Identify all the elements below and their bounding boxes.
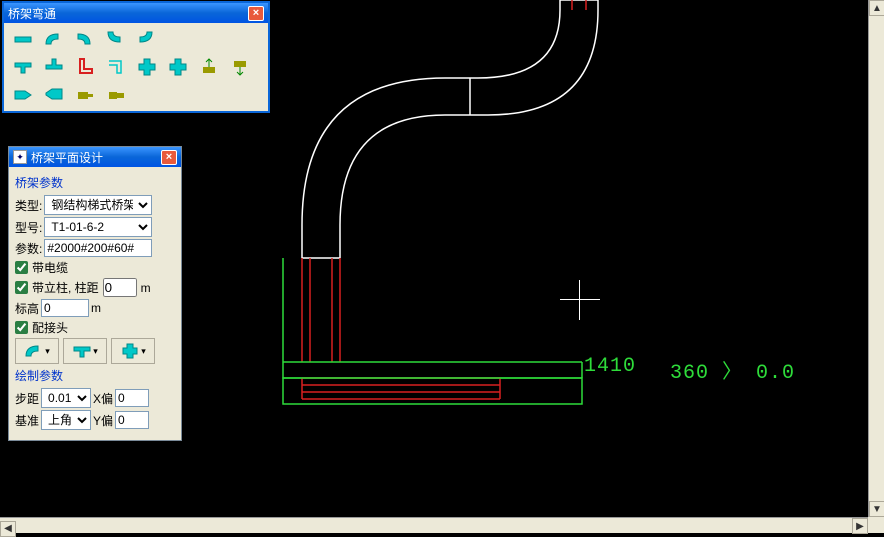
coord-2: 360 〉 0.0 [670,355,795,385]
tool-elbow2-icon[interactable] [71,27,99,51]
params-label: 参数: [15,240,42,257]
cross-dropdown-button[interactable]: ▾ [111,338,155,364]
elev-input[interactable] [41,299,89,317]
bend-toolbar-body [4,23,268,111]
close-button[interactable]: × [248,6,264,21]
coord-1: 1410 [584,355,636,378]
tool-elbow3-icon[interactable] [102,27,130,51]
tool-lshape2-icon[interactable] [102,55,130,79]
tee-dropdown-button[interactable]: ▾ [63,338,107,364]
design-panel-body: 桥架参数 类型: 钢结构梯式桥架 型号: T1-01-6-2 参数: 带电缆 带… [9,167,181,440]
cable-checkbox[interactable] [15,261,28,274]
model-select[interactable]: T1-01-6-2 [44,217,152,237]
scroll-right-icon[interactable]: ▶ [852,518,868,534]
tool-elbow4-icon[interactable] [133,27,161,51]
tool-reducer2-icon[interactable] [40,83,68,107]
tool-reducer1-icon[interactable] [9,83,37,107]
cable-label: 带电缆 [32,259,68,276]
bend-toolbar-window: 桥架弯通 × [2,1,270,113]
tool-tee1-icon[interactable] [9,55,37,79]
base-label: 基准 [15,412,39,429]
base-select[interactable]: 上角 [41,410,91,430]
type-label: 类型: [15,197,42,214]
group-params-label: 桥架参数 [15,174,175,191]
design-title: 桥架平面设计 [31,149,161,166]
joint-label: 配接头 [32,319,68,336]
scroll-left-icon[interactable]: ◀ [0,521,16,537]
horizontal-scrollbar[interactable]: ◀ ▶ [0,517,868,533]
xoff-input[interactable] [115,389,149,407]
step-select[interactable]: 0.01 [41,388,91,408]
tool-box2-icon[interactable] [102,83,130,107]
scroll-up-icon[interactable]: ▲ [869,0,884,16]
yoff-label: Y偏 [93,412,113,429]
tool-riser1-icon[interactable] [195,55,223,79]
step-label: 步距 [15,390,39,407]
pillar-label: 带立柱, 柱距 [32,279,99,296]
tool-cross2-icon[interactable] [164,55,192,79]
elev-label: 标高 [15,300,39,317]
tool-straight-icon[interactable] [9,27,37,51]
model-label: 型号: [15,219,42,236]
elbow-dropdown-button[interactable]: ▾ [15,338,59,364]
tool-elbow-icon[interactable] [40,27,68,51]
bend-toolbar-titlebar[interactable]: 桥架弯通 × [4,3,268,23]
design-icon: ✦ [13,150,27,164]
crosshair-cursor [560,280,600,320]
tool-box1-icon[interactable] [71,83,99,107]
params-input[interactable] [44,239,152,257]
pillar-unit: m [141,281,151,295]
joint-checkbox[interactable] [15,321,28,334]
tool-lshape-icon[interactable] [71,55,99,79]
tool-tee2-icon[interactable] [40,55,68,79]
vertical-scrollbar[interactable]: ▲ ▼ [868,0,884,517]
yoff-input[interactable] [115,411,149,429]
close-button[interactable]: × [161,150,177,165]
group-draw-label: 绘制参数 [15,367,175,384]
design-panel-titlebar[interactable]: ✦ 桥架平面设计 × [9,147,181,167]
tool-cross-icon[interactable] [133,55,161,79]
type-select[interactable]: 钢结构梯式桥架 [44,195,152,215]
pillar-input[interactable] [103,278,137,297]
pillar-checkbox[interactable] [15,281,28,294]
scroll-down-icon[interactable]: ▼ [869,501,884,517]
xoff-label: X偏 [93,390,113,407]
design-panel-window: ✦ 桥架平面设计 × 桥架参数 类型: 钢结构梯式桥架 型号: T1-01-6-… [8,146,182,441]
scroll-corner [868,517,884,533]
bend-toolbar-title: 桥架弯通 [8,5,56,22]
elev-unit: m [91,301,101,315]
tool-riser2-icon[interactable] [226,55,254,79]
